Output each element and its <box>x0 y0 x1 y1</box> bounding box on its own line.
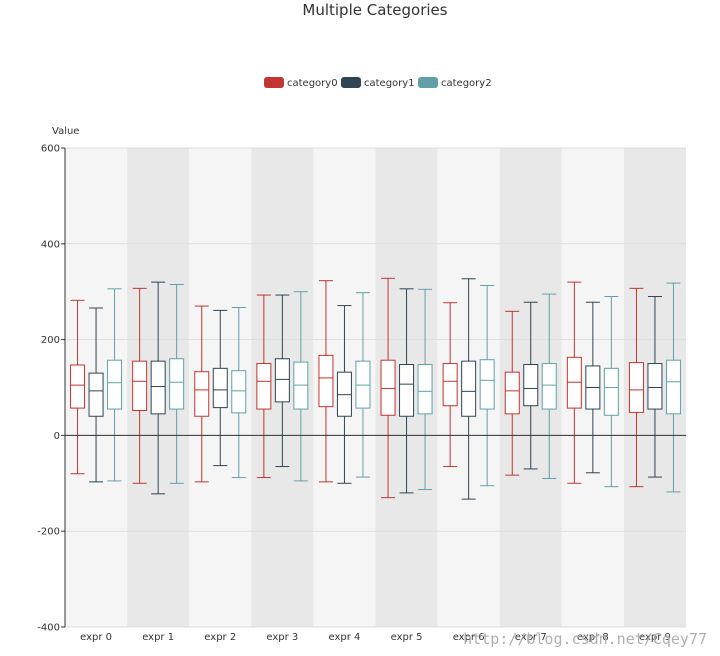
iqr-box <box>256 363 272 410</box>
y-tick-label: -200 <box>37 527 60 538</box>
boxplot-category0-expr5[interactable] <box>380 277 396 499</box>
boxplot-category2-expr6[interactable] <box>479 284 495 487</box>
iqr-box <box>212 367 228 409</box>
x-tick-label: expr 2 <box>204 632 236 643</box>
x-axis: expr 0 expr 1 expr 2 expr 3 expr 4 expr 5 expr… <box>65 434 686 643</box>
iqr-box <box>88 372 104 417</box>
x-tick-label: expr 7 <box>515 632 547 643</box>
boxplot-category0-expr8[interactable] <box>566 281 582 484</box>
y-tick-label: -400 <box>37 623 60 634</box>
iqr-box <box>132 360 148 411</box>
iqr-box <box>541 363 557 410</box>
boxplot-category2-expr5[interactable] <box>417 288 433 491</box>
boxplot-category0-expr2[interactable] <box>194 305 210 483</box>
iqr-box <box>523 364 539 407</box>
iqr-box <box>417 364 433 415</box>
iqr-box <box>665 359 681 415</box>
boxplot-category0-expr6[interactable] <box>442 302 458 468</box>
watermark-text: http://blog.csdn.net/Cqey77 <box>463 630 707 648</box>
boxplot-category1-expr3[interactable] <box>274 294 290 468</box>
boxplot-category1-expr7[interactable] <box>523 301 539 470</box>
legend-label: category0 <box>287 78 338 89</box>
x-tick-label: expr 1 <box>142 632 174 643</box>
boxplot-category0-expr0[interactable] <box>70 299 86 475</box>
iqr-box <box>274 358 290 403</box>
boxplot-category1-expr2[interactable] <box>212 309 228 467</box>
legend-label: category2 <box>441 78 492 89</box>
x-tick-label: expr 3 <box>266 632 298 643</box>
iqr-box <box>169 358 185 410</box>
iqr-box <box>107 359 123 410</box>
x-tick-label: expr 0 <box>80 632 112 643</box>
legend-swatch <box>418 77 438 88</box>
boxplot-category0-expr1[interactable] <box>132 287 148 484</box>
x-tick-label: expr 9 <box>639 632 671 643</box>
iqr-box <box>647 363 663 410</box>
iqr-box <box>194 371 210 417</box>
y-tick-label: 400 <box>41 239 60 250</box>
legend-label: category1 <box>364 78 415 89</box>
y-tick-label: 600 <box>41 144 60 155</box>
legend-swatch <box>264 77 284 88</box>
iqr-box <box>318 354 334 408</box>
legend-item-category2[interactable]: category2 <box>418 77 492 89</box>
iqr-box <box>231 370 247 414</box>
chart-title: Multiple Categories <box>302 1 447 19</box>
legend-item-category1[interactable]: category1 <box>341 77 415 89</box>
boxplot-category2-expr3[interactable] <box>293 291 309 482</box>
boxplot-category2-expr7[interactable] <box>541 293 557 480</box>
boxplot-category0-expr4[interactable] <box>318 280 334 483</box>
legend[interactable]: category0 category1 category2 <box>264 77 492 89</box>
iqr-box <box>399 364 415 417</box>
boxplot-category1-expr1[interactable] <box>150 281 166 495</box>
boxplot-category1-expr8[interactable] <box>585 301 601 474</box>
boxplot-category2-expr0[interactable] <box>107 288 123 482</box>
boxplot-category1-expr6[interactable] <box>461 278 477 500</box>
boxplot-category2-expr9[interactable] <box>665 282 681 493</box>
iqr-box <box>70 364 86 409</box>
boxplot-category2-expr1[interactable] <box>169 284 185 484</box>
iqr-box <box>603 367 619 416</box>
iqr-box <box>504 371 520 415</box>
boxplot-category2-expr8[interactable] <box>603 295 619 488</box>
y-tick-label: 200 <box>41 335 60 346</box>
boxplot-category1-expr9[interactable] <box>647 295 663 478</box>
boxplot-category1-expr4[interactable] <box>336 305 352 484</box>
y-axis: -400 -200 0 200 400 600 <box>37 144 66 634</box>
iqr-box <box>150 360 166 415</box>
x-tick-label: expr 6 <box>453 632 485 643</box>
box-series[interactable] <box>70 277 681 500</box>
boxplot-category1-expr5[interactable] <box>399 288 415 494</box>
boxplot-category2-expr2[interactable] <box>231 307 247 479</box>
boxplot-category2-expr4[interactable] <box>355 292 371 478</box>
x-tick-label: expr 4 <box>328 632 360 643</box>
iqr-box <box>628 362 644 413</box>
x-tick-label: expr 8 <box>577 632 609 643</box>
legend-item-category0[interactable]: category0 <box>264 77 338 89</box>
y-tick-label: 0 <box>54 431 60 442</box>
boxplot-category0-expr9[interactable] <box>628 287 644 488</box>
iqr-box <box>380 359 396 416</box>
boxplot-category0-expr3[interactable] <box>256 294 272 479</box>
y-axis-label: Value <box>52 126 79 137</box>
iqr-box <box>479 359 495 410</box>
legend-swatch <box>341 77 361 88</box>
iqr-box <box>442 363 458 407</box>
boxplot-category1-expr0[interactable] <box>88 307 104 483</box>
boxplot-category0-expr7[interactable] <box>504 310 520 476</box>
iqr-box <box>461 360 477 417</box>
x-tick-label: expr 5 <box>391 632 423 643</box>
